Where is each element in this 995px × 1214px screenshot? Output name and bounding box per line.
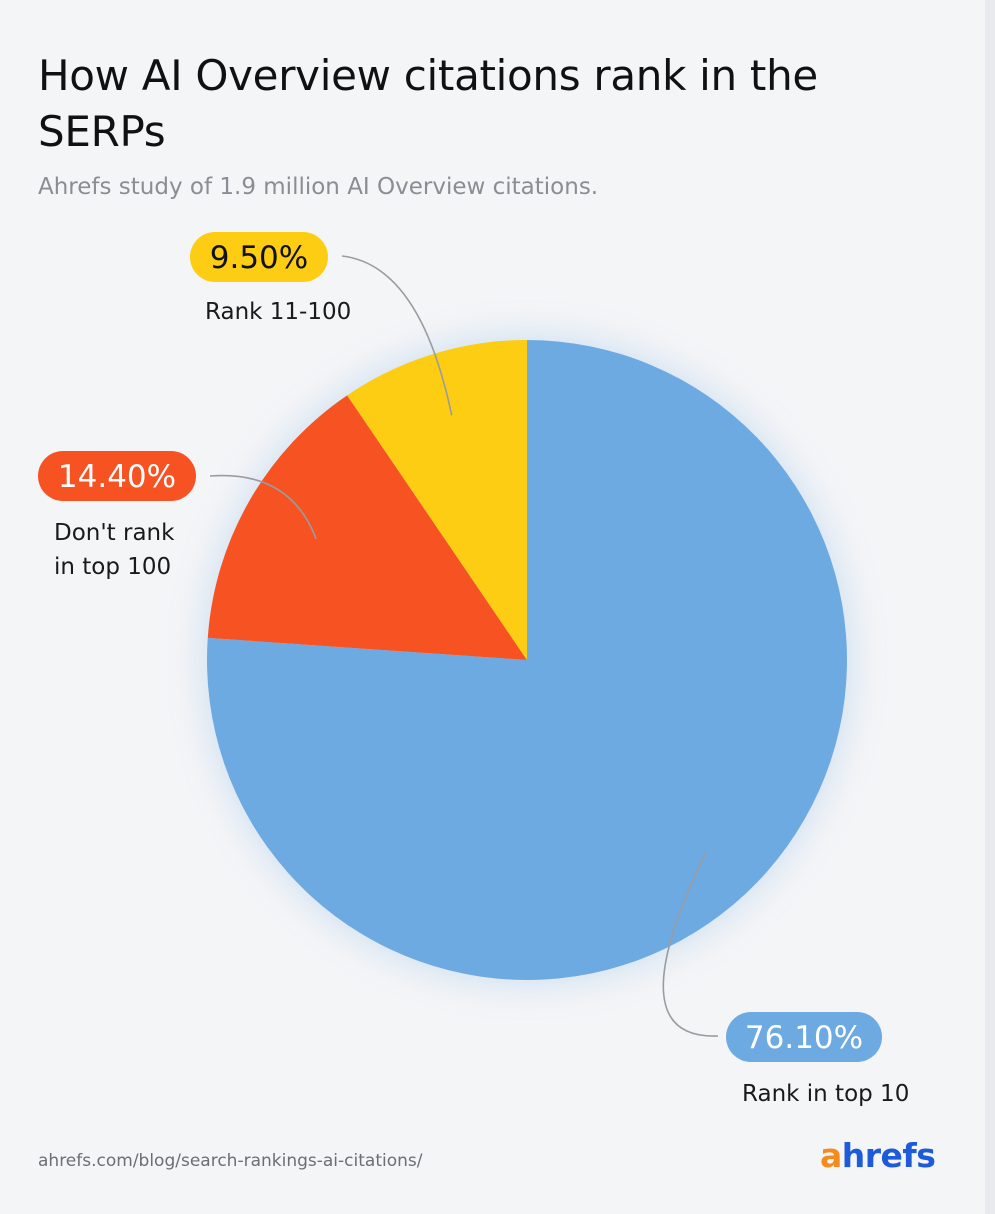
- logo-letter-a: a: [820, 1136, 842, 1175]
- category-label-line: Rank in top 10: [742, 1081, 909, 1107]
- leader-lines: [209, 255, 719, 1037]
- slice-labels: 76.10% Rank in top 10 14.40% Don't rank in t…: [38, 232, 909, 1107]
- value-pill: [38, 451, 196, 501]
- chart-subtitle: Ahrefs study of 1.9 million AI Overview …: [38, 174, 599, 200]
- category-label-line: Rank 11-100: [205, 299, 351, 325]
- value-label: 14.40%: [58, 459, 176, 495]
- category-label: Rank in top 10: [742, 1081, 909, 1107]
- leader-line: [209, 474, 317, 540]
- category-label-line: in top 100: [54, 554, 171, 580]
- leader-line: [341, 255, 453, 416]
- pie-chart: 76.10% Rank in top 10 14.40% Don't rank in t…: [38, 232, 909, 1107]
- pie-slices: [207, 340, 848, 980]
- category-label: Rank 11-100: [205, 299, 351, 325]
- value-pill: [726, 1012, 882, 1062]
- source-url: ahrefs.com/blog/search-rankings-ai-citat…: [38, 1151, 423, 1171]
- logo-letters-hrefs: hrefs: [841, 1136, 936, 1175]
- chart-title: How AI Overview citations rank in the SE…: [38, 51, 818, 156]
- leader-line: [662, 851, 719, 1037]
- page-edge: [985, 0, 995, 1214]
- value-label: 76.10%: [745, 1020, 863, 1056]
- pie-slice-rank-in-top-10: [207, 340, 848, 980]
- value-pill: [190, 232, 328, 282]
- category-label-line: Don't rank: [54, 520, 175, 546]
- pie-slice-rank-11-100: [347, 340, 527, 660]
- category-label: Don't rank in top 100: [54, 520, 175, 580]
- ahrefs-logo: ahrefs: [820, 1136, 936, 1175]
- value-label: 9.50%: [210, 240, 308, 276]
- pie-slice-don-t-rank-in-top-100: [207, 395, 528, 660]
